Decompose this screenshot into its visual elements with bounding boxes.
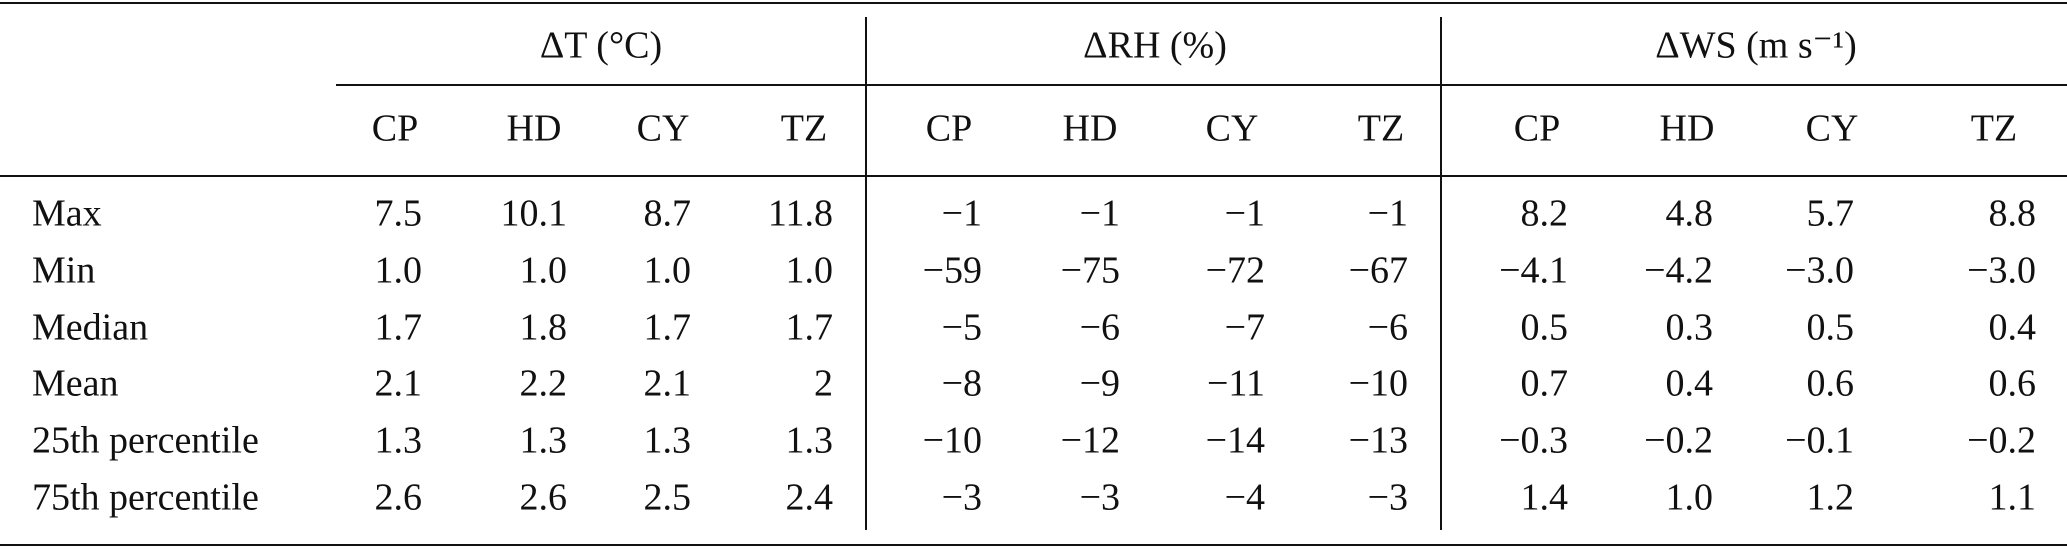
- row-label: Mean: [32, 363, 119, 405]
- cell: 2.6: [520, 477, 568, 519]
- cell: 2: [814, 363, 833, 405]
- cell: −13: [1349, 420, 1408, 462]
- cell: 1.7: [786, 307, 834, 349]
- cell: −11: [1207, 363, 1265, 405]
- cell: 0.7: [1521, 363, 1569, 405]
- cell: −75: [1061, 250, 1120, 292]
- cell: 8.8: [1989, 193, 2037, 235]
- cell: 2.1: [375, 363, 423, 405]
- row-label: 25th percentile: [32, 420, 259, 462]
- cell: 11.8: [768, 193, 833, 235]
- column-header: TZ: [781, 108, 827, 150]
- cell: −4.2: [1644, 250, 1713, 292]
- group-header: ΔWS (m s⁻¹): [1655, 25, 1857, 67]
- cell: −5: [942, 307, 982, 349]
- row-label: Max: [32, 193, 102, 235]
- column-header: HD: [1660, 108, 1715, 150]
- cell: 7.5: [375, 193, 423, 235]
- cell: −67: [1349, 250, 1408, 292]
- column-header: TZ: [1971, 108, 2017, 150]
- column-header: HD: [1063, 108, 1118, 150]
- cell: 1.1: [1989, 477, 2037, 519]
- cell: −10: [923, 420, 982, 462]
- cell: 2.2: [520, 363, 568, 405]
- row-label: Min: [32, 250, 95, 292]
- cell: 1.0: [786, 250, 834, 292]
- cell: 1.0: [1666, 477, 1714, 519]
- cell: −3: [1368, 477, 1408, 519]
- cell: 5.7: [1807, 193, 1855, 235]
- cell: −59: [923, 250, 982, 292]
- cell: 1.8: [520, 307, 568, 349]
- cell: 8.2: [1521, 193, 1569, 235]
- cell: 1.7: [644, 307, 692, 349]
- cell: 10.1: [501, 193, 568, 235]
- cell: 0.6: [1989, 363, 2037, 405]
- cell: 1.3: [375, 420, 423, 462]
- cell: 2.6: [375, 477, 423, 519]
- row-label: Median: [32, 307, 148, 349]
- cell: 1.0: [644, 250, 692, 292]
- row-label: 75th percentile: [32, 477, 259, 519]
- cell: 2.5: [644, 477, 692, 519]
- cell: −7: [1225, 307, 1265, 349]
- cell: −3: [942, 477, 982, 519]
- cell: −1: [1080, 193, 1120, 235]
- group-header: ΔT (°C): [540, 25, 662, 67]
- cell: −72: [1206, 250, 1265, 292]
- cell: −3.0: [1967, 250, 2036, 292]
- group-header: ΔRH (%): [1083, 25, 1227, 67]
- cell: 2.1: [644, 363, 692, 405]
- cell: −14: [1206, 420, 1265, 462]
- cell: −6: [1080, 307, 1120, 349]
- cell: −8: [942, 363, 982, 405]
- cell: −0.3: [1499, 420, 1568, 462]
- cell: 0.3: [1666, 307, 1714, 349]
- cell: −9: [1080, 363, 1120, 405]
- column-header: CP: [372, 108, 418, 150]
- cell: 0.4: [1989, 307, 2037, 349]
- column-header: CY: [1206, 108, 1259, 150]
- cell: −0.2: [1967, 420, 2036, 462]
- cell: 4.8: [1666, 193, 1714, 235]
- column-header: HD: [507, 108, 562, 150]
- cell: 1.3: [520, 420, 568, 462]
- cell: 1.0: [375, 250, 423, 292]
- cell: −6: [1368, 307, 1408, 349]
- column-header: TZ: [1358, 108, 1404, 150]
- cell: −1: [1368, 193, 1408, 235]
- cell: 0.4: [1666, 363, 1714, 405]
- cell: 0.5: [1807, 307, 1855, 349]
- cell: 1.7: [375, 307, 423, 349]
- column-header: CY: [1806, 108, 1859, 150]
- column-header: CY: [637, 108, 690, 150]
- cell: −4: [1225, 477, 1265, 519]
- cell: 1.0: [520, 250, 568, 292]
- cell: 8.7: [644, 193, 692, 235]
- cell: 1.2: [1807, 477, 1855, 519]
- cell: −10: [1349, 363, 1408, 405]
- cell: 2.4: [786, 477, 834, 519]
- cell: −12: [1061, 420, 1120, 462]
- cell: −1: [1225, 193, 1265, 235]
- cell: −1: [942, 193, 982, 235]
- cell: 1.3: [786, 420, 834, 462]
- cell: −0.2: [1644, 420, 1713, 462]
- cell: 0.5: [1521, 307, 1569, 349]
- column-header: CP: [926, 108, 972, 150]
- cell: 1.4: [1521, 477, 1569, 519]
- cell: −3: [1080, 477, 1120, 519]
- cell: −3.0: [1785, 250, 1854, 292]
- column-header: CP: [1514, 108, 1560, 150]
- cell: 1.3: [644, 420, 692, 462]
- cell: 0.6: [1807, 363, 1855, 405]
- cell: −4.1: [1499, 250, 1568, 292]
- cell: −0.1: [1785, 420, 1854, 462]
